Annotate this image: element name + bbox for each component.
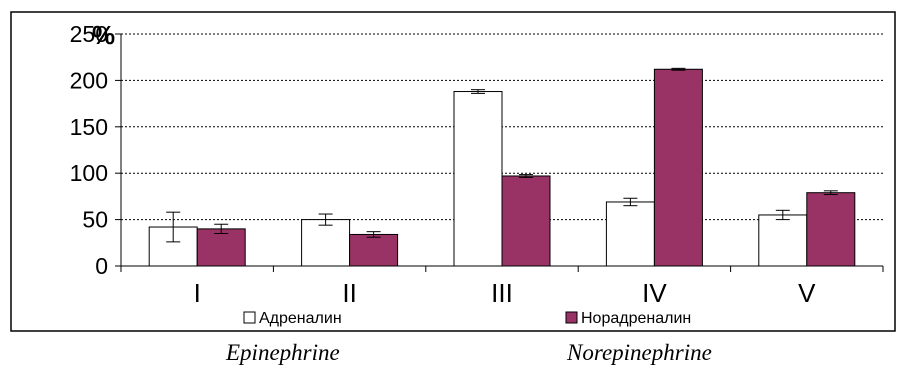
chart-frame (10, 11, 896, 332)
unit-label: % (92, 20, 115, 50)
y-tick-label-2: 100 (70, 160, 108, 186)
bar-II-series-0 (301, 219, 351, 267)
legend: Адреналин Норадреналин (243, 310, 691, 327)
bar-III-series-0 (453, 91, 503, 267)
caption-epinephrine: Epinephrine (226, 340, 340, 365)
y-tick-label-4: 200 (70, 67, 108, 93)
legend-label-adrenalin: Адреналин (259, 310, 342, 327)
y-tick-label-0: 0 (95, 253, 108, 279)
legend-swatch-adrenalin (243, 311, 256, 324)
x-tick-label-IV: IV (642, 278, 667, 308)
legend-label-noradrenalin: Норадреналин (581, 310, 691, 327)
bar-II-series-1 (349, 233, 399, 267)
x-tick-label-V: V (798, 278, 816, 308)
x-tick-label-II: II (342, 278, 356, 308)
caption-norepinephrine: Norepinephrine (567, 340, 712, 365)
legend-swatch-noradrenalin (565, 311, 578, 324)
y-tick-label-3: 150 (70, 114, 108, 140)
bar-III-series-1 (501, 175, 551, 267)
y-tick-label-1: 50 (82, 207, 108, 233)
bars-group (148, 67, 856, 267)
axes-group (115, 33, 884, 272)
x-tick-label-III: III (491, 278, 513, 308)
bar-IV-series-0 (605, 201, 655, 267)
bar-IV-series-1 (653, 68, 703, 267)
x-tick-label-I: I (194, 278, 201, 308)
bar-V-series-0 (758, 214, 808, 267)
bar-I-series-1 (196, 228, 246, 267)
y-tick-label-5: 250 (70, 21, 108, 47)
bar-V-series-1 (806, 192, 856, 267)
